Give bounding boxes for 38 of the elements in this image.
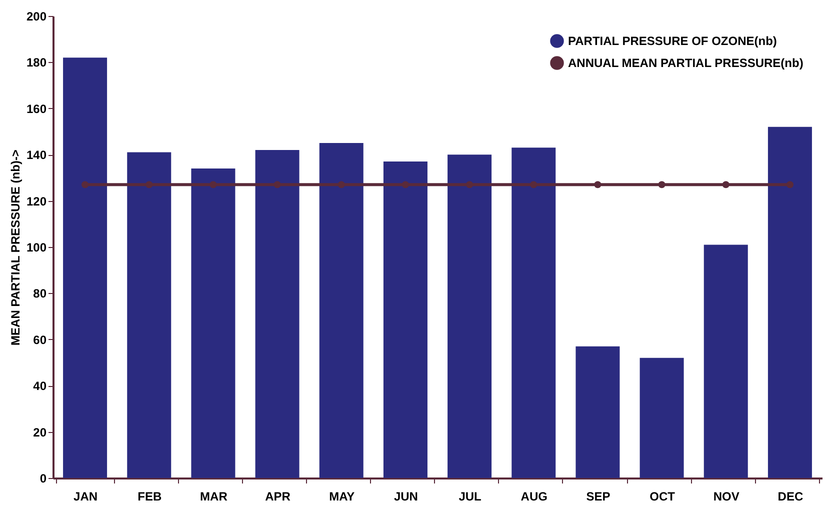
legend-label: ANNUAL MEAN PARTIAL PRESSURE(nb) [568,56,804,70]
x-tick-label: OCT [650,490,676,504]
y-tick-label: 20 [33,425,47,440]
legend-label: PARTIAL PRESSURE OF OZONE(nb) [568,34,777,48]
bar [576,346,620,478]
bar [63,58,108,478]
x-tick-label: FEB [138,490,162,504]
bar [448,154,492,478]
x-tick-label: NOV [713,490,740,504]
y-tick-label: 60 [33,332,47,347]
y-tick-label: 100 [26,240,47,254]
y-tick-label: 160 [26,102,47,116]
bar [768,126,812,478]
bar [512,148,556,478]
y-tick-label: 0 [40,472,47,486]
bar [383,162,428,478]
bar [319,143,364,478]
x-tick-label: JUL [458,490,482,504]
y-tick-label: 200 [26,10,47,24]
y-tick-label: 180 [26,56,47,70]
y-tick-label: 40 [33,379,47,394]
x-tick-label: JAN [74,490,98,504]
bar [704,244,748,478]
x-tick-label: MAY [329,490,355,504]
x-tick-label: DEC [778,490,804,504]
bar [127,152,172,478]
x-tick-label: APR [265,490,291,504]
x-tick-label: SEP [586,490,610,504]
x-tick-label: JUN [394,490,418,504]
y-tick-label: 140 [26,148,47,162]
y-tick-label: 80 [33,286,47,301]
bar [255,150,300,478]
y-tick-label: 120 [26,194,47,208]
x-tick-label: AUG [520,490,548,504]
bar [640,358,684,478]
y-axis-title: MEAN PARTIAL PRESSURE (nb)-> [8,150,22,346]
bar [191,168,236,478]
x-tick-label: MAR [200,490,228,504]
